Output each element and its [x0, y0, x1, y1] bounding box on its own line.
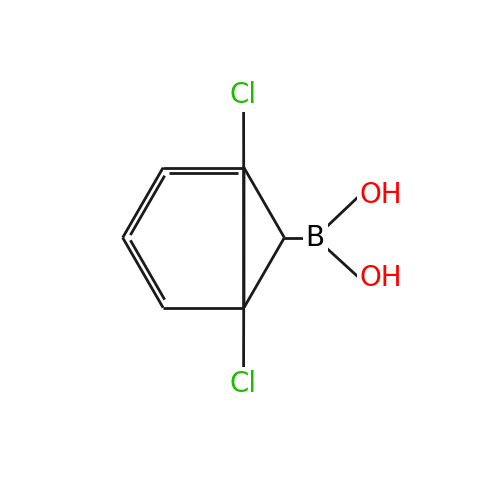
Text: B: B: [306, 224, 325, 251]
Text: OH: OH: [360, 264, 402, 293]
Text: OH: OH: [360, 182, 402, 209]
Text: Cl: Cl: [230, 370, 257, 398]
Text: Cl: Cl: [230, 81, 257, 109]
